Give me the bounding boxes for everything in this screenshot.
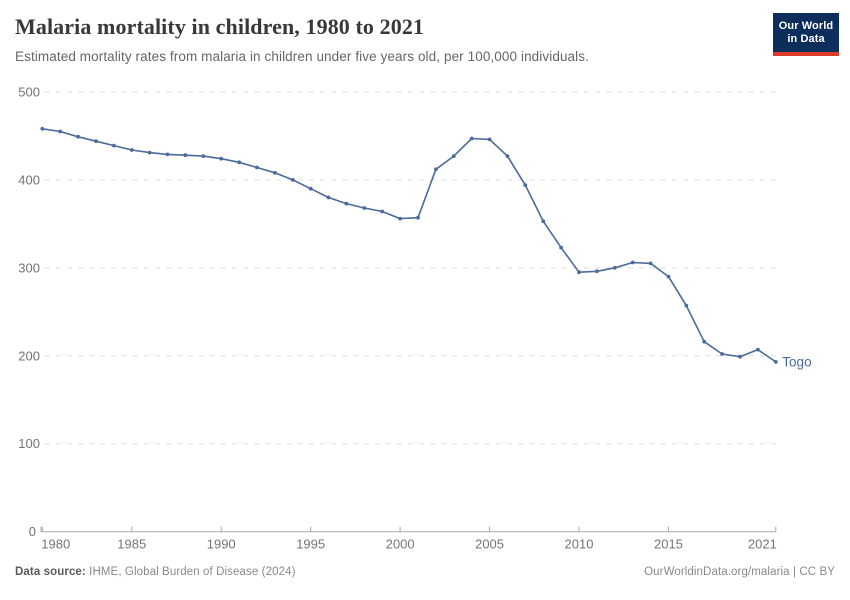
series-line xyxy=(41,127,777,363)
data-point-marker xyxy=(666,274,671,279)
data-point-marker xyxy=(648,261,653,266)
line-chart-svg: 0 100 200 300 400 500 1980 1985 1990 1995 2000 2005… xyxy=(18,84,811,552)
chart-header: Malaria mortality in children, 1980 to 2… xyxy=(15,14,835,64)
data-point-marker xyxy=(541,219,546,224)
x-axis-tick-label: 1985 xyxy=(117,537,146,552)
data-point-marker xyxy=(326,195,331,200)
data-point-marker xyxy=(273,170,277,175)
x-axis-tick-label: 2015 xyxy=(654,537,683,552)
x-axis-tick-label: 2005 xyxy=(475,537,504,552)
data-point-marker xyxy=(451,154,456,158)
data-point-marker xyxy=(684,303,689,308)
license-note: OurWorldinData.org/malaria | CC BY xyxy=(644,566,835,578)
data-point-marker xyxy=(577,270,581,275)
data-point-marker xyxy=(738,354,742,359)
data-point-marker xyxy=(344,201,349,206)
data-point-marker xyxy=(94,139,98,144)
y-axis-tick-label: 0 xyxy=(29,524,36,539)
data-point-marker xyxy=(308,186,313,191)
data-point-marker xyxy=(523,183,528,187)
data-point-marker xyxy=(398,216,402,221)
data-point-marker xyxy=(112,143,116,148)
data-source-note: Data source: IHME, Global Burden of Dise… xyxy=(15,566,296,578)
data-point-marker xyxy=(505,154,510,158)
chart-subtitle: Estimated mortality rates from malaria i… xyxy=(15,49,589,64)
data-point-marker xyxy=(773,360,778,364)
data-point-marker xyxy=(595,269,599,274)
data-point-marker xyxy=(469,136,474,141)
data-point-marker xyxy=(165,152,170,157)
x-axis-tick-label: 1990 xyxy=(207,537,236,552)
y-axis-tick-label: 500 xyxy=(18,84,40,99)
y-axis-tick-label: 200 xyxy=(18,348,40,363)
data-point-marker xyxy=(255,165,259,170)
data-point-marker xyxy=(58,129,63,134)
data-source-value: IHME, Global Burden of Disease (2024) xyxy=(85,566,296,578)
data-point-marker xyxy=(201,154,206,158)
entity-label: Togo xyxy=(782,354,811,369)
x-axis-tick-label: 2000 xyxy=(386,537,415,552)
data-point-marker xyxy=(129,148,134,152)
data-point-marker xyxy=(756,347,760,352)
owid-logo-line2: in Data xyxy=(787,32,825,45)
data-point-marker xyxy=(362,206,367,210)
data-point-marker xyxy=(380,209,385,214)
data-point-marker xyxy=(559,245,563,250)
data-point-marker xyxy=(720,352,724,356)
x-axis-tick-label: 1995 xyxy=(296,537,325,552)
owid-logo-box: Our World in Data xyxy=(773,13,839,52)
data-point-marker xyxy=(416,215,420,220)
data-point-marker xyxy=(702,339,707,344)
x-axis-tick-label: 2021 xyxy=(748,537,777,552)
data-point-marker xyxy=(237,160,242,165)
line-chart: 0 100 200 300 400 500 1980 1985 1990 1995 2000 2005… xyxy=(0,80,850,555)
data-source-label: Data source: xyxy=(15,566,86,578)
data-point-marker xyxy=(630,260,635,265)
data-point-marker xyxy=(219,156,224,161)
data-point-marker xyxy=(487,137,492,142)
x-axis-tick-label: 1980 xyxy=(41,537,70,552)
data-point-marker xyxy=(612,265,617,270)
y-axis-tick-label: 100 xyxy=(18,436,40,451)
x-axis-tick-label: 2010 xyxy=(565,537,594,552)
owid-logo[interactable]: Our World in Data xyxy=(773,13,839,56)
y-axis-tick-label: 300 xyxy=(18,260,40,275)
data-point-marker xyxy=(434,167,438,172)
data-point-marker xyxy=(147,150,152,155)
owid-logo-line1: Our World xyxy=(778,19,834,32)
chart-title: Malaria mortality in children, 1980 to 2… xyxy=(15,14,425,39)
data-point-marker xyxy=(183,153,188,158)
data-point-marker xyxy=(290,178,295,182)
data-point-marker xyxy=(76,134,80,139)
chart-footer: Data source: IHME, Global Burden of Dise… xyxy=(15,566,835,578)
y-axis-tick-label: 400 xyxy=(18,172,40,187)
owid-logo-red-bar xyxy=(773,52,839,56)
data-point-marker xyxy=(40,126,45,131)
